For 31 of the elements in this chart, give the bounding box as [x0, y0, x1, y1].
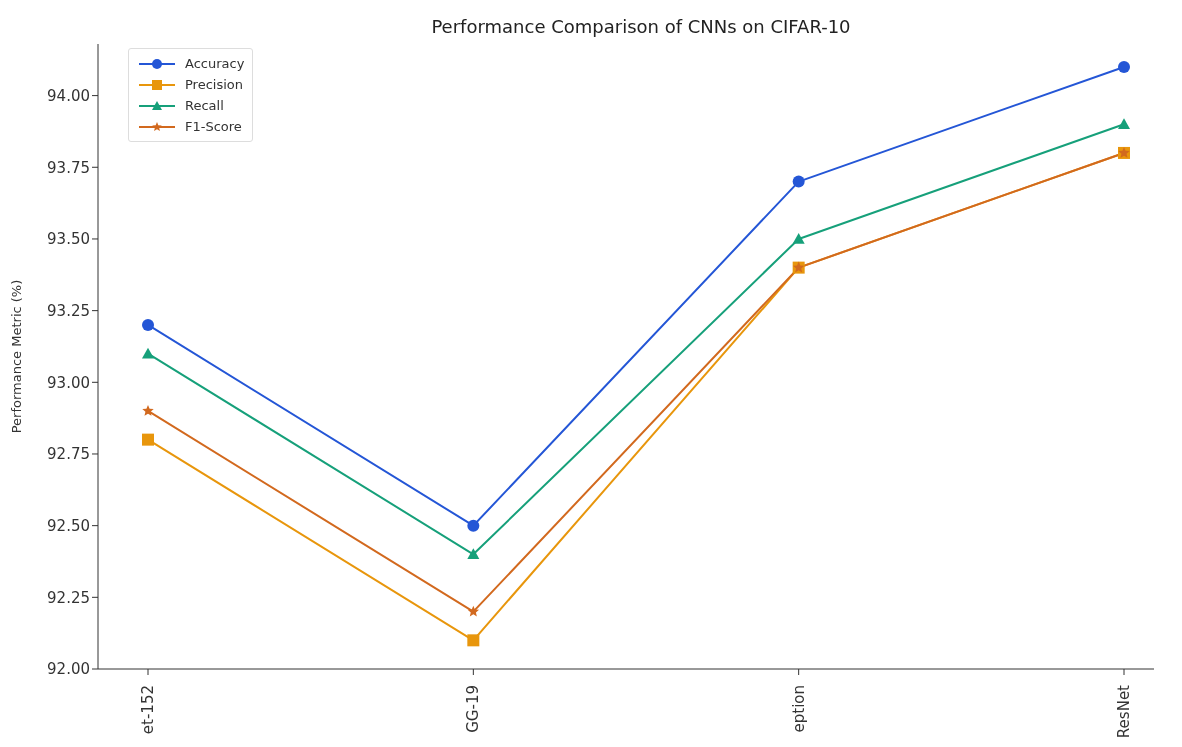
point: [142, 404, 154, 416]
y-tick-label: 93.00: [47, 373, 90, 392]
chart-title: Performance Comparison of CNNs on CIFAR-10: [430, 16, 852, 37]
legend-label: F1-Score: [185, 119, 242, 134]
y-tick-label: 92.75: [47, 445, 90, 464]
y-tick-label: 92.50: [47, 516, 90, 535]
point: [142, 347, 154, 359]
point: [467, 519, 480, 532]
point: [467, 548, 480, 560]
point: [792, 175, 805, 188]
x-tick-label: GG-19: [464, 685, 483, 733]
y-tick-label: 93.25: [47, 301, 90, 320]
x-tick-label: eption: [789, 685, 808, 733]
point: [142, 318, 154, 331]
point: [142, 433, 154, 446]
legend-label: Accuracy: [185, 56, 245, 71]
y-tick-label: 94.00: [47, 86, 90, 105]
point: [467, 605, 480, 617]
y-tick-label: 92.00: [47, 660, 90, 679]
y-tick-label: 93.50: [47, 230, 90, 249]
y-axis-title: Performance Metric (%): [8, 279, 24, 434]
x-tick-label: et-152: [139, 685, 157, 735]
x-tick-label: ResNet: [1115, 684, 1133, 739]
legend-label: Recall: [185, 98, 224, 113]
point: [792, 232, 805, 244]
legend-label: Precision: [185, 77, 244, 92]
point: [467, 634, 480, 647]
y-tick-label: 92.25: [47, 588, 90, 607]
point: [1118, 118, 1130, 130]
point: [1118, 60, 1130, 73]
y-tick-label: 93.75: [47, 158, 90, 177]
